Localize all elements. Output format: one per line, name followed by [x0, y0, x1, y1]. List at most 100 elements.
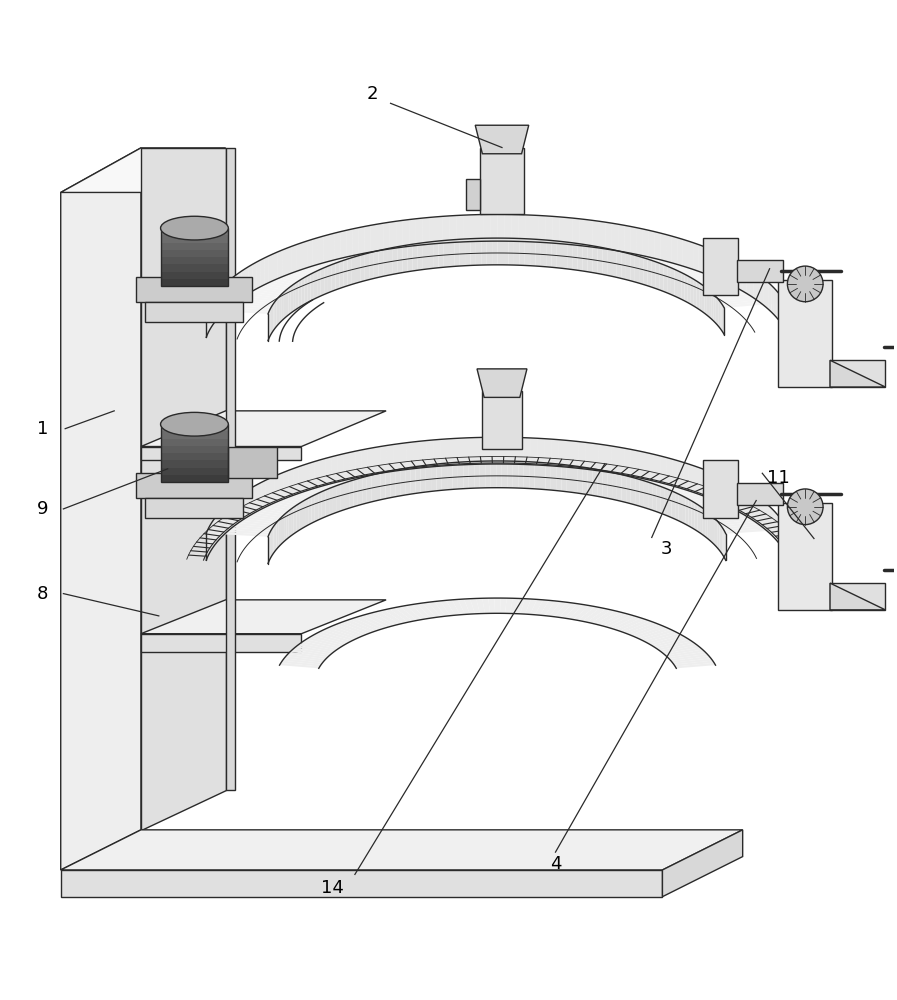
Polygon shape [714, 509, 775, 520]
Polygon shape [567, 242, 572, 270]
Polygon shape [161, 424, 229, 431]
Polygon shape [682, 272, 684, 301]
Polygon shape [677, 238, 683, 266]
Polygon shape [418, 243, 422, 270]
Polygon shape [544, 439, 552, 466]
Polygon shape [223, 283, 226, 312]
Polygon shape [274, 300, 276, 329]
Polygon shape [273, 252, 324, 269]
Polygon shape [678, 461, 684, 489]
Polygon shape [242, 491, 246, 520]
Polygon shape [390, 470, 396, 498]
Polygon shape [353, 479, 358, 507]
Polygon shape [483, 214, 492, 238]
Polygon shape [207, 305, 208, 335]
Polygon shape [269, 533, 270, 561]
Polygon shape [161, 279, 229, 286]
Polygon shape [396, 220, 403, 248]
Polygon shape [643, 632, 679, 642]
Polygon shape [270, 308, 271, 337]
Polygon shape [708, 512, 710, 540]
Polygon shape [599, 612, 627, 626]
Polygon shape [304, 463, 309, 492]
Polygon shape [666, 458, 672, 486]
Polygon shape [593, 220, 599, 248]
Polygon shape [612, 617, 641, 630]
Polygon shape [674, 661, 714, 666]
Polygon shape [252, 262, 257, 291]
Polygon shape [720, 302, 722, 331]
Polygon shape [694, 466, 699, 494]
Polygon shape [208, 303, 210, 332]
Polygon shape [489, 437, 496, 464]
Polygon shape [318, 269, 321, 298]
Polygon shape [652, 483, 657, 512]
Polygon shape [452, 599, 465, 615]
Polygon shape [344, 259, 347, 287]
Polygon shape [367, 475, 371, 503]
Polygon shape [215, 293, 217, 322]
Polygon shape [631, 226, 637, 254]
Polygon shape [557, 241, 562, 268]
Polygon shape [210, 523, 272, 531]
Polygon shape [433, 241, 439, 268]
Polygon shape [710, 281, 769, 292]
Polygon shape [274, 523, 276, 551]
Polygon shape [349, 618, 379, 631]
Polygon shape [626, 253, 631, 281]
Polygon shape [554, 602, 572, 617]
Polygon shape [229, 447, 277, 478]
Polygon shape [652, 260, 656, 289]
Polygon shape [410, 467, 415, 494]
Polygon shape [304, 276, 308, 304]
Polygon shape [226, 148, 234, 790]
Polygon shape [596, 611, 622, 625]
Polygon shape [757, 273, 760, 303]
Polygon shape [299, 279, 301, 308]
Polygon shape [624, 225, 631, 253]
Polygon shape [215, 515, 276, 525]
Polygon shape [364, 225, 370, 253]
Polygon shape [535, 439, 552, 462]
Polygon shape [283, 470, 289, 499]
Polygon shape [429, 217, 436, 244]
Polygon shape [635, 255, 640, 283]
Polygon shape [311, 495, 315, 523]
Polygon shape [279, 472, 283, 501]
Polygon shape [567, 442, 592, 466]
Polygon shape [659, 263, 664, 291]
Polygon shape [631, 235, 672, 255]
Polygon shape [640, 238, 683, 258]
Polygon shape [307, 239, 352, 259]
Polygon shape [448, 438, 464, 462]
Polygon shape [607, 228, 643, 250]
Polygon shape [317, 632, 352, 642]
Polygon shape [762, 499, 764, 529]
Polygon shape [605, 222, 612, 250]
Polygon shape [540, 600, 555, 616]
Polygon shape [341, 483, 345, 511]
Polygon shape [766, 281, 769, 310]
Polygon shape [289, 468, 337, 487]
Polygon shape [368, 448, 400, 470]
Polygon shape [530, 239, 536, 266]
Polygon shape [559, 603, 579, 618]
Polygon shape [607, 249, 612, 276]
Polygon shape [422, 217, 444, 241]
Polygon shape [260, 258, 314, 274]
Polygon shape [289, 468, 293, 497]
Polygon shape [271, 529, 272, 557]
Polygon shape [513, 437, 524, 461]
Polygon shape [482, 437, 491, 461]
Polygon shape [312, 238, 318, 266]
Polygon shape [475, 461, 480, 488]
Polygon shape [685, 484, 740, 499]
Polygon shape [280, 294, 282, 323]
Polygon shape [655, 232, 660, 260]
Polygon shape [551, 440, 572, 464]
Polygon shape [513, 461, 518, 488]
Polygon shape [599, 221, 605, 249]
Polygon shape [503, 437, 509, 464]
Polygon shape [422, 242, 428, 270]
Polygon shape [380, 445, 410, 468]
